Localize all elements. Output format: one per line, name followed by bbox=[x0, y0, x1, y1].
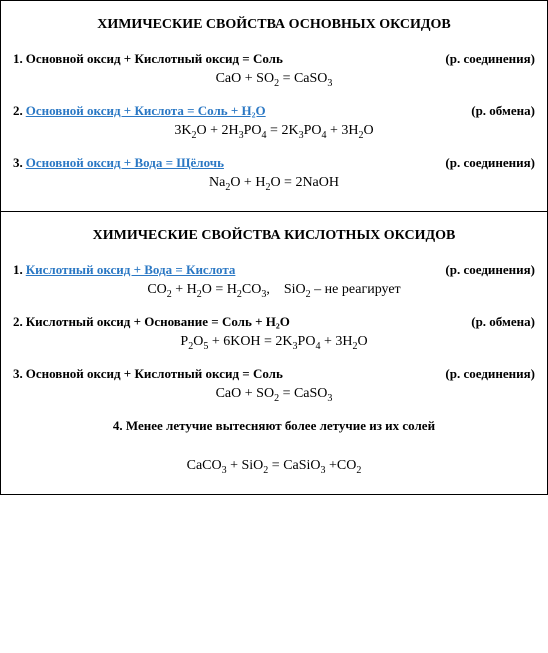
reaction-formula: CaO + SO2 = CaSO3 bbox=[13, 71, 535, 87]
property-item: 2. Кислотный оксид + Основание = Соль + … bbox=[13, 314, 535, 350]
item-head: 2. Основной оксид + Кислота = Соль + H₂O… bbox=[13, 103, 535, 119]
item-head: 1. Кислотный оксид + Вода = Кислота (р. … bbox=[13, 262, 535, 278]
property-item: 2. Основной оксид + Кислота = Соль + H₂O… bbox=[13, 103, 535, 139]
item-head: 4. Менее летучие вытесняют более летучие… bbox=[13, 418, 535, 434]
reaction-formula: CaO + SO2 = CaSO3 bbox=[13, 386, 535, 402]
panel-title: ХИМИЧЕСКИЕ СВОЙСТВА ОСНОВНЫХ ОКСИДОВ bbox=[13, 17, 535, 33]
item-reaction-scheme: Основной оксид + Кислотный оксид = Соль bbox=[26, 366, 283, 382]
panel-basic-oxides: ХИМИЧЕСКИЕ СВОЙСТВА ОСНОВНЫХ ОКСИДОВ 1. … bbox=[0, 0, 548, 212]
reaction-type: (р. соединения) bbox=[445, 262, 535, 278]
reaction-formula: CaCO3 + SiO2 = CaSiO3 +CO2 bbox=[13, 458, 535, 474]
item-number: 2. bbox=[13, 103, 23, 119]
reaction-formula: CO2 + H2O = H2CO3, SiO2 – не реагирует bbox=[13, 282, 535, 298]
item-head: 3. Основной оксид + Вода = Щёлочь (р. со… bbox=[13, 155, 535, 171]
item-head: 3. Основной оксид + Кислотный оксид = Со… bbox=[13, 366, 535, 382]
item-number: 3. bbox=[13, 366, 23, 382]
item-number: 1. bbox=[13, 262, 23, 278]
reaction-type: (р. соединения) bbox=[445, 366, 535, 382]
reaction-type: (р. соединения) bbox=[445, 51, 535, 67]
property-item: 1. Кислотный оксид + Вода = Кислота (р. … bbox=[13, 262, 535, 298]
property-item: 4. Менее летучие вытесняют более летучие… bbox=[13, 418, 535, 474]
item-number: 3. bbox=[13, 155, 23, 171]
reaction-formula: Na2O + H2O = 2NaOH bbox=[13, 175, 535, 191]
item-reaction-scheme: Основной оксид + Кислотный оксид = Соль bbox=[26, 51, 283, 67]
item-reaction-scheme[interactable]: Кислотный оксид + Вода = Кислота bbox=[26, 262, 236, 278]
property-item: 3. Основной оксид + Вода = Щёлочь (р. со… bbox=[13, 155, 535, 191]
item-number: 2. bbox=[13, 314, 23, 330]
item-reaction-scheme[interactable]: Основной оксид + Вода = Щёлочь bbox=[26, 155, 224, 171]
panel-title: ХИМИЧЕСКИЕ СВОЙСТВА КИСЛОТНЫХ ОКСИДОВ bbox=[13, 228, 535, 244]
reaction-type: (р. соединения) bbox=[445, 155, 535, 171]
item-reaction-scheme: Кислотный оксид + Основание = Соль + H₂O bbox=[26, 314, 290, 330]
property-item: 3. Основной оксид + Кислотный оксид = Со… bbox=[13, 366, 535, 402]
item-number: 4. bbox=[113, 418, 123, 433]
reaction-formula: 3K2O + 2H3PO4 = 2K3PO4 + 3H2O bbox=[13, 123, 535, 139]
item-number: 1. bbox=[13, 51, 23, 67]
item-head: 1. Основной оксид + Кислотный оксид = Со… bbox=[13, 51, 535, 67]
reaction-type: (р. обмена) bbox=[471, 314, 535, 330]
property-item: 1. Основной оксид + Кислотный оксид = Со… bbox=[13, 51, 535, 87]
item-reaction-scheme: Менее летучие вытесняют более летучие из… bbox=[126, 418, 435, 433]
reaction-formula: P2O5 + 6KOH = 2K3PO4 + 3H2O bbox=[13, 334, 535, 350]
reaction-type: (р. обмена) bbox=[471, 103, 535, 119]
item-reaction-scheme[interactable]: Основной оксид + Кислота = Соль + H₂O bbox=[26, 103, 266, 119]
panel-acid-oxides: ХИМИЧЕСКИЕ СВОЙСТВА КИСЛОТНЫХ ОКСИДОВ 1.… bbox=[0, 212, 548, 495]
item-head: 2. Кислотный оксид + Основание = Соль + … bbox=[13, 314, 535, 330]
